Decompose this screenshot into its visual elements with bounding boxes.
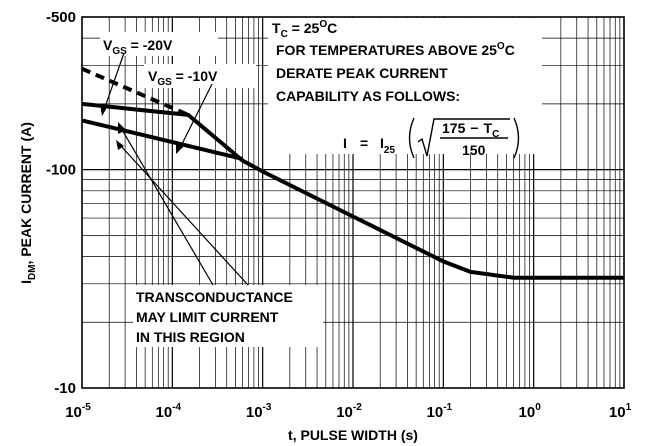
vgs-10-arrowhead (176, 142, 184, 154)
x-tick-label: 10-2 (336, 402, 362, 421)
vgs-20-label: VGS = -20V (103, 37, 173, 57)
derating-formula: I = I25 175− TC 150 (343, 117, 520, 159)
svg-text:I: I (343, 135, 347, 151)
series-line-3 (81, 118, 244, 161)
x-tick-label: 100 (519, 402, 542, 421)
svg-text:150: 150 (462, 142, 486, 158)
transconductance-leader-2 (119, 144, 249, 286)
svg-text:=: = (360, 135, 368, 151)
formula-left-paren (408, 117, 415, 159)
vgs-10-label: VGS = -10V (148, 68, 218, 88)
y-tick-labels: -500 -100 -10 (46, 9, 76, 397)
vgs-10-label-bg (144, 64, 256, 88)
y-tick-label: -10 (54, 380, 76, 397)
series-line-1 (81, 101, 624, 280)
x-tick-label: 10-1 (427, 402, 453, 421)
series-group (81, 66, 624, 280)
derating-line-3: CAPABILITY AS FOLLOWS: (276, 88, 460, 104)
derating-line-2: DERATE PEAK CURRENT (276, 65, 448, 81)
x-tick-label: 10-3 (246, 402, 272, 421)
x-axis-label: t, PULSE WIDTH (s) (288, 427, 418, 443)
transconductance-line-3: IN THIS REGION (136, 329, 245, 345)
x-tick-label: 10-4 (156, 402, 182, 421)
y-axis-label: IDM, PEAK CURRENT (A) (18, 122, 38, 284)
svg-text:175−TC: 175− TC (442, 120, 499, 140)
y-tick-label: -500 (46, 9, 76, 26)
series-line-2 (81, 66, 189, 117)
x-tick-label: 101 (609, 402, 632, 421)
vgs-20-label-bg (100, 32, 218, 56)
transconductance-leader-1 (120, 127, 214, 286)
transconductance-arrowhead-1 (118, 122, 126, 134)
vgs-20-leader (103, 52, 125, 111)
vgs-20-arrowhead (100, 104, 108, 116)
transconductance-line-1: TRANSCONDUCTANCE (136, 289, 293, 305)
derating-line-1: FOR TEMPERATURES ABOVE 25OC (276, 41, 515, 58)
y-tick-label: -100 (46, 162, 76, 179)
formula-sqrt-sign (417, 118, 510, 157)
x-tick-label: 10-5 (65, 402, 91, 421)
plot-frame (81, 16, 625, 389)
formula-right-paren (513, 117, 520, 159)
transconductance-note-bg (133, 285, 323, 347)
derating-note-bg (268, 18, 542, 154)
transconductance-arrowhead-2 (116, 140, 124, 150)
svg-text:I25: I25 (380, 135, 395, 156)
tc-label: TC = 25OC (272, 19, 337, 40)
vgs-10-leader (179, 83, 213, 149)
x-tick-labels: 10-5 10-4 10-3 10-2 10-1 100 101 (65, 402, 631, 421)
transconductance-line-2: MAY LIMIT CURRENT (136, 309, 279, 325)
